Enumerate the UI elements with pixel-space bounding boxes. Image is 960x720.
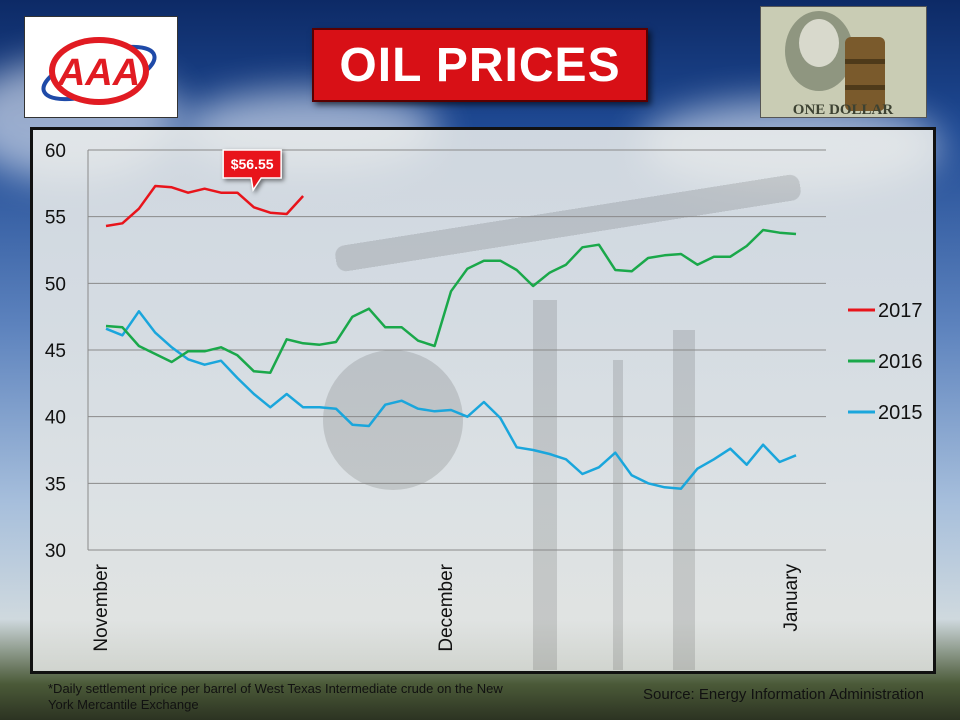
chart-panel: 30 35 40 45 50 55 60 November December January $… (30, 127, 936, 674)
legend-label: 2015 (878, 402, 923, 424)
aaa-logo: AAA (24, 16, 178, 118)
series-line-2016 (105, 228, 797, 374)
y-tick-label: 30 (45, 541, 66, 562)
y-tick-label: 35 (45, 474, 66, 495)
oil-price-chart: 30 35 40 45 50 55 60 November December January $… (45, 141, 923, 670)
series-line-2017 (105, 184, 305, 228)
source-credit: Source: Energy Information Administratio… (643, 686, 924, 703)
y-tick-label: 55 (45, 208, 66, 229)
y-tick-label: 60 (45, 141, 66, 162)
x-tick-label: January (781, 564, 802, 632)
pumpjack-silhouette (323, 174, 801, 670)
chart-series (105, 184, 797, 490)
x-tick-label: November (91, 563, 112, 651)
dollar-text: ONE DOLLAR (793, 102, 894, 117)
chart-legend: 2017 2016 2015 (848, 300, 923, 424)
y-axis-ticks: 30 35 40 45 50 55 60 (45, 141, 66, 562)
legend-label: 2017 (878, 300, 923, 322)
aaa-logo-graphic: AAA (41, 37, 157, 105)
series-line-2015 (105, 310, 797, 490)
footnote: *Daily settlement price per barrel of We… (48, 681, 503, 712)
y-tick-label: 40 (45, 408, 66, 429)
legend-label: 2016 (878, 351, 923, 373)
page-title: OIL PRICES (339, 38, 621, 92)
y-tick-label: 50 (45, 274, 66, 295)
dollar-bill-icon: ONE DOLLAR (761, 7, 926, 117)
callout-label: $56.55 (231, 156, 274, 172)
dollar-barrel-image: ONE DOLLAR (760, 6, 927, 118)
logo-text: AAA (57, 52, 140, 94)
title-banner: OIL PRICES (312, 28, 648, 102)
y-tick-label: 45 (45, 341, 66, 362)
x-tick-label: December (436, 563, 457, 651)
x-axis-labels: November December January (91, 563, 802, 651)
callout-box (222, 149, 282, 192)
price-callout: $56.55 (222, 149, 282, 192)
